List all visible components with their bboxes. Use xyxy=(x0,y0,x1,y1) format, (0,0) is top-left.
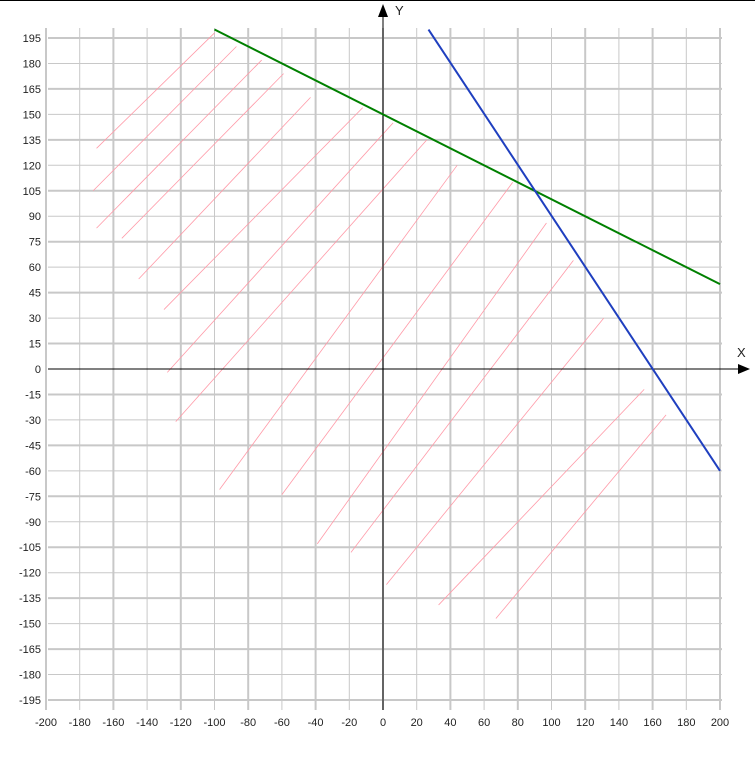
y-tick-label: -75 xyxy=(25,491,41,503)
tick-labels: -200 -180 -160 -140 -120 -100 -80 -60 -40 -20 0 20 4… xyxy=(19,33,729,729)
x-tick-label: 200 xyxy=(711,717,729,729)
x-tick-label: 180 xyxy=(677,717,695,729)
x-tick-label: 60 xyxy=(478,717,490,729)
y-tick-label: 60 xyxy=(29,262,41,274)
hatch-line xyxy=(96,59,262,229)
x-tick-label: 80 xyxy=(512,717,524,729)
x-axis-label: X xyxy=(737,345,746,360)
y-tick-label: -120 xyxy=(19,568,41,580)
y-axis-label: Y xyxy=(395,3,404,18)
hatch-line xyxy=(350,260,574,553)
y-tick-label: 30 xyxy=(29,313,41,325)
series-lines xyxy=(214,28,721,472)
y-tick-label: -165 xyxy=(19,644,41,656)
hatch-line xyxy=(386,317,605,585)
x-tick-label: -20 xyxy=(341,717,357,729)
x-tick-label: 140 xyxy=(610,717,628,729)
y-tick-label: 45 xyxy=(29,288,41,300)
x-axis-arrow-icon xyxy=(738,364,750,374)
y-tick-label: -90 xyxy=(25,517,41,529)
x-tick-label: -40 xyxy=(308,717,324,729)
x-tick-label: -100 xyxy=(203,717,225,729)
y-tick-label: -15 xyxy=(25,389,41,401)
hatch-line xyxy=(438,389,645,606)
y-tick-label: -30 xyxy=(25,415,41,427)
y-tick-label: 180 xyxy=(23,58,41,70)
y-tick-label: -195 xyxy=(19,695,41,707)
y-tick-label: -180 xyxy=(19,670,41,682)
x-tick-label: 0 xyxy=(380,717,386,729)
hatch-line xyxy=(316,222,547,545)
y-tick-label: 75 xyxy=(29,237,41,249)
hatch-line xyxy=(163,107,364,310)
x-tick-label: 100 xyxy=(542,717,560,729)
hatch-line xyxy=(96,32,215,149)
hatch-line xyxy=(281,182,514,495)
x-tick-label: 160 xyxy=(643,717,661,729)
y-tick-label: -105 xyxy=(19,542,41,554)
grid-lines xyxy=(0,0,755,710)
x-tick-label: 20 xyxy=(411,717,423,729)
y-tick-label: -150 xyxy=(19,619,41,631)
hatch-region xyxy=(92,32,667,619)
x-tick-label: -200 xyxy=(35,717,57,729)
y-tick-label: 90 xyxy=(29,211,41,223)
y-tick-label: -60 xyxy=(25,466,41,478)
y-tick-label: 105 xyxy=(23,186,41,198)
hatch-line xyxy=(167,122,394,373)
x-tick-label: -120 xyxy=(170,717,192,729)
y-tick-label: -135 xyxy=(19,593,41,605)
x-tick-label: -160 xyxy=(102,717,124,729)
x-tick-label: -60 xyxy=(274,717,290,729)
y-tick-label: 195 xyxy=(23,33,41,45)
hatch-line xyxy=(495,414,667,619)
y-tick-label: 165 xyxy=(23,84,41,96)
hatch-line xyxy=(138,97,311,280)
y-tick-label: 135 xyxy=(23,135,41,147)
series-line-1 xyxy=(214,28,721,286)
y-tick-label: 150 xyxy=(23,109,41,121)
hatch-line xyxy=(175,139,428,422)
series-line-2 xyxy=(427,28,721,472)
hatch-line xyxy=(219,165,458,490)
x-tick-label: -140 xyxy=(136,717,158,729)
axes: X Y xyxy=(48,3,750,710)
x-tick-label: -80 xyxy=(240,717,256,729)
hatch-line xyxy=(92,46,237,192)
hatch-line xyxy=(121,73,284,239)
x-tick-label: 40 xyxy=(444,717,456,729)
x-tick-label: -180 xyxy=(69,717,91,729)
y-tick-label: 15 xyxy=(29,339,41,351)
y-axis-arrow-icon xyxy=(378,4,388,17)
y-tick-label: -45 xyxy=(25,440,41,452)
x-tick-label: 120 xyxy=(576,717,594,729)
y-tick-label: 0 xyxy=(35,364,41,376)
y-tick-label: 120 xyxy=(23,160,41,172)
